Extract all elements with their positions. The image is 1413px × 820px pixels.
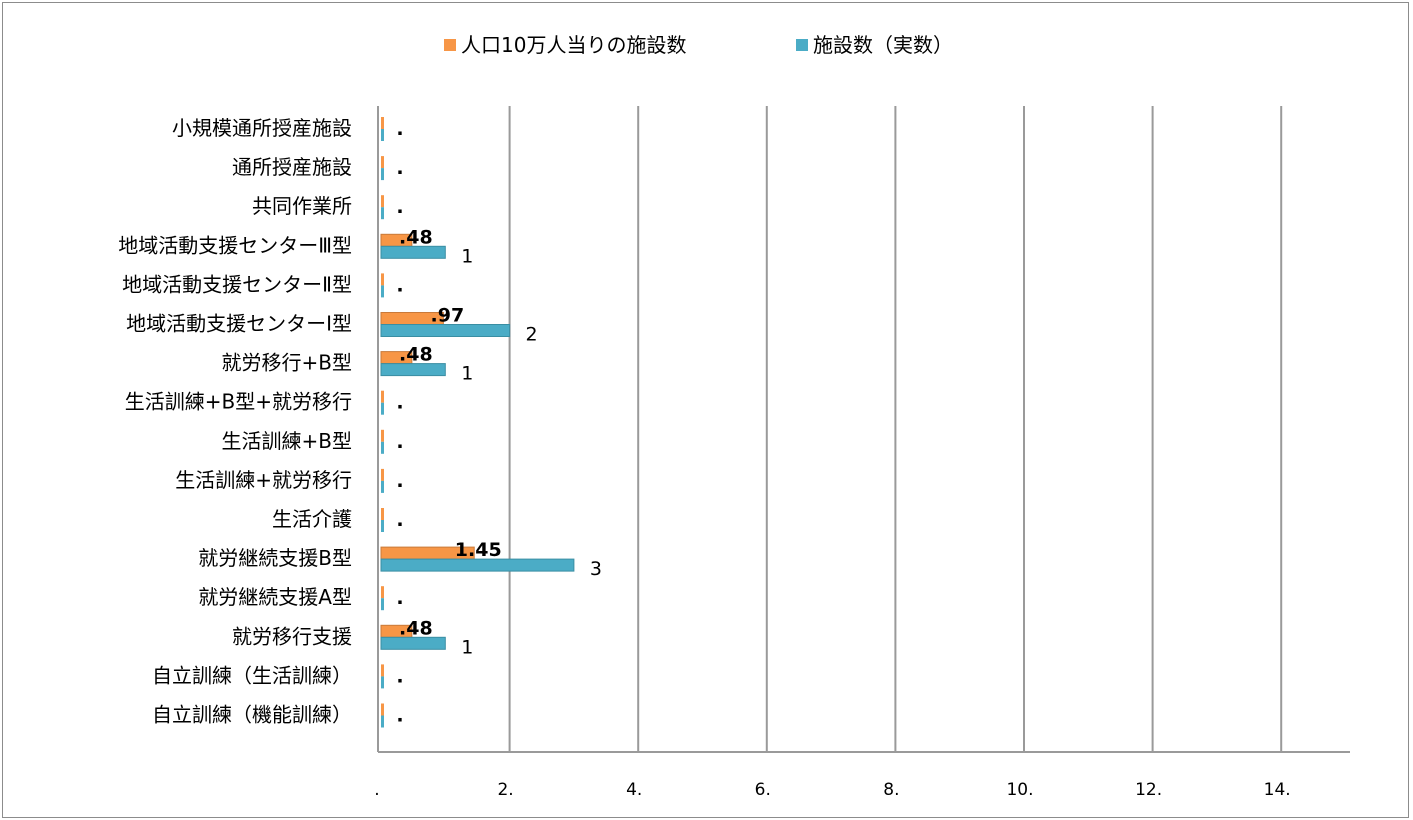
data-label-population: .: [396, 705, 403, 727]
data-label-population: .: [396, 587, 403, 609]
x-tick-label: 6.: [755, 780, 771, 800]
category-label: 生活訓練+就労移行: [175, 468, 352, 492]
legend-swatch-count: [796, 39, 808, 51]
category-label: 地域活動支援センターⅡ型: [122, 272, 352, 296]
bar-count: [381, 480, 384, 493]
data-label-population: .: [396, 470, 403, 492]
bar-population: [381, 703, 384, 716]
value-labels: ... .48 1. .97 2 .48 1.... 1.45 3. .48 1..: [396, 118, 602, 727]
axes: [377, 106, 1350, 753]
data-label-count: 1: [461, 245, 473, 267]
bar-count: [381, 715, 384, 728]
bar-count: [380, 636, 446, 650]
data-label-population: .48: [399, 344, 433, 366]
bar-count: [380, 558, 575, 572]
bar-count: [380, 245, 446, 259]
bar-count: [380, 324, 511, 337]
bar-count: [381, 207, 384, 220]
bar-count: [381, 598, 384, 611]
category-label: 就労移行支援: [232, 624, 352, 648]
x-tick-label: 10.: [1006, 780, 1033, 800]
bar-population: [381, 429, 384, 442]
x-tick-label: .: [374, 780, 379, 800]
bar-population: [381, 195, 384, 208]
data-label-population: 1.45: [455, 539, 502, 561]
legend-label-population: 人口10万人当りの施設数: [461, 33, 686, 57]
bar-count: [381, 441, 384, 454]
bar-population: [381, 156, 384, 169]
data-label-population: .: [396, 118, 403, 140]
data-label-population: .97: [431, 305, 465, 327]
category-label: 就労継続支援A型: [198, 585, 352, 609]
tick-labels: . 2. 4. 6. 8. 10. 12. 14.: [374, 780, 1290, 800]
category-label: 生活訓練+B型+就労移行: [125, 390, 352, 414]
data-label-population: .48: [399, 226, 433, 248]
bar-population: [381, 273, 384, 286]
category-label: 自立訓練（生活訓練）: [152, 663, 352, 687]
x-tick-label: 2.: [497, 780, 513, 800]
data-label-population: .: [396, 509, 403, 531]
data-label-count: 2: [526, 324, 538, 346]
bar-count: [381, 129, 384, 141]
data-label-population: .: [396, 157, 403, 179]
category-label: 就労移行+B型: [222, 351, 352, 375]
bars: [380, 117, 575, 728]
category-label: 就労継続支援B型: [198, 546, 352, 570]
bar-population: [381, 468, 384, 481]
data-label-population: .48: [399, 617, 433, 639]
x-tick-label: 4.: [626, 780, 642, 800]
category-label: 小規模通所授産施設: [172, 116, 352, 140]
x-tick-label: 12.: [1135, 780, 1162, 800]
x-tick-label: 8.: [883, 780, 899, 800]
bar-population: [381, 390, 384, 403]
category-label: 地域活動支援センターⅠ型: [126, 312, 352, 336]
legend-swatch-population: [444, 39, 456, 51]
legend: 人口10万人当りの施設数 施設数（実数）: [444, 33, 953, 57]
data-label-population: .: [396, 196, 403, 218]
bar-population: [381, 664, 384, 677]
data-label-population: .: [396, 274, 403, 296]
data-label-count: 1: [461, 636, 473, 658]
bar-population: [381, 117, 384, 129]
data-label-count: 3: [590, 558, 602, 580]
bar-count: [381, 402, 384, 415]
bar-count: [381, 520, 384, 532]
bar-count: [380, 363, 446, 377]
category-label: 自立訓練（機能訓練）: [152, 703, 352, 727]
category-labels: 小規模通所授産施設通所授産施設共同作業所地域活動支援センターⅢ型地域活動支援セン…: [118, 116, 352, 727]
category-label: 地域活動支援センターⅢ型: [118, 233, 352, 257]
legend-label-count: 施設数（実数）: [813, 33, 953, 57]
category-label: 生活訓練+B型: [222, 429, 352, 453]
category-label: 通所授産施設: [232, 155, 352, 179]
category-label: 共同作業所: [252, 194, 352, 218]
x-tick-label: 14.: [1264, 780, 1291, 800]
gridlines: [508, 106, 1283, 752]
bar-count: [381, 285, 384, 298]
data-label-count: 1: [461, 363, 473, 385]
bar-population: [381, 508, 384, 520]
data-label-population: .: [396, 431, 403, 453]
data-label-population: .: [396, 392, 403, 414]
category-label: 生活介護: [272, 507, 352, 531]
bar-count: [381, 168, 384, 181]
data-label-population: .: [396, 665, 403, 687]
bar-count: [381, 676, 384, 689]
bar-population: [381, 586, 384, 599]
